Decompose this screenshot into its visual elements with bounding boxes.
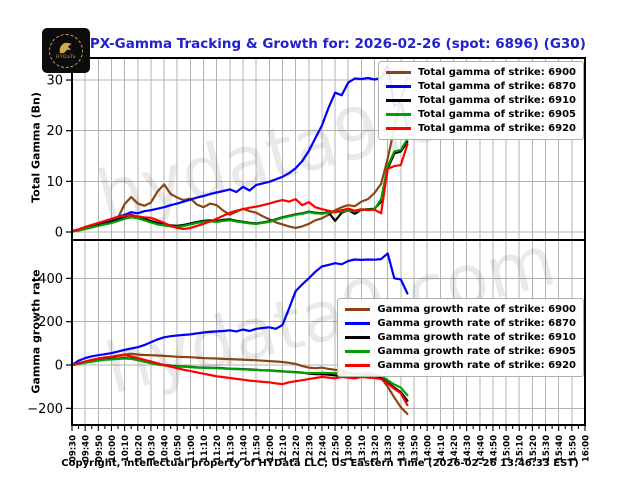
x-tick-label: 13:10 bbox=[358, 435, 368, 462]
y-tick-label: 400 bbox=[38, 272, 63, 287]
y-tick-label: 0 bbox=[55, 358, 63, 373]
legend-label: Total gamma of strike: 6905 bbox=[417, 109, 576, 120]
x-tick-label: 15:00 bbox=[503, 435, 513, 462]
x-tick-label: 11:30 bbox=[226, 435, 236, 462]
series-line-6920 bbox=[71, 143, 409, 233]
y-tick-label: 10 bbox=[46, 175, 63, 190]
x-tick-label: 14:10 bbox=[437, 435, 447, 462]
legend-item: Gamma growth rate of strike: 6905 bbox=[345, 346, 576, 357]
x-tick-label: 10:50 bbox=[174, 435, 184, 462]
series-line-6905 bbox=[71, 137, 409, 233]
x-tick-label: 10:40 bbox=[161, 435, 171, 462]
legend-item: Total gamma of strike: 6870 bbox=[385, 81, 576, 92]
legend-item: Gamma growth rate of strike: 6870 bbox=[345, 318, 576, 329]
y-tick-label: 30 bbox=[46, 74, 63, 89]
legend-swatch bbox=[345, 364, 371, 367]
x-tick-label: 13:50 bbox=[411, 435, 421, 462]
x-tick-label: 10:00 bbox=[108, 435, 118, 462]
x-tick-label: 15:50 bbox=[568, 435, 578, 462]
legend-item: Total gamma of strike: 6920 bbox=[385, 123, 576, 134]
x-tick-label: 11:10 bbox=[200, 435, 210, 462]
x-tick-label: 13:30 bbox=[384, 435, 394, 462]
x-tick-label: 12:30 bbox=[305, 435, 315, 462]
x-tick-label: 10:30 bbox=[147, 435, 157, 462]
x-tick-label: 11:50 bbox=[253, 435, 263, 462]
legend-item: Total gamma of strike: 6910 bbox=[385, 95, 576, 106]
x-tick-label: 09:50 bbox=[95, 435, 105, 462]
legend-item: Total gamma of strike: 6900 bbox=[385, 67, 576, 78]
legend-label: Gamma growth rate of strike: 6900 bbox=[377, 304, 576, 315]
x-tick-label: 14:00 bbox=[424, 435, 434, 462]
x-tick-label: 09:40 bbox=[82, 435, 92, 462]
legend-swatch bbox=[345, 350, 371, 353]
series-line-6920 bbox=[71, 354, 409, 407]
legend-label: Total gamma of strike: 6910 bbox=[417, 95, 576, 106]
x-tick-label: 13:20 bbox=[371, 435, 381, 462]
falcon-logo-icon bbox=[59, 42, 72, 53]
legend-label: Gamma growth rate of strike: 6910 bbox=[377, 332, 576, 343]
x-tick-label: 10:10 bbox=[121, 435, 131, 462]
x-tick-label: 12:20 bbox=[292, 435, 302, 462]
x-tick-label: 15:20 bbox=[529, 435, 539, 462]
legend-swatch bbox=[345, 322, 371, 325]
y-tick-label: 200 bbox=[38, 315, 63, 330]
legend-label: Total gamma of strike: 6920 bbox=[417, 123, 576, 134]
legend-swatch bbox=[385, 99, 411, 102]
legend-label: Gamma growth rate of strike: 6870 bbox=[377, 318, 576, 329]
series-line-6870 bbox=[71, 252, 409, 367]
x-axis: 09:30 09:40 09:50 10:00 10:10 10:20 10:30 10:40… bbox=[69, 425, 592, 462]
legend-total-gamma: Total gamma of strike: 6900 Total gamma o… bbox=[377, 61, 584, 140]
x-tick-label: 10:20 bbox=[134, 435, 144, 462]
x-tick-label: 11:20 bbox=[213, 435, 223, 462]
x-tick-label: 12:50 bbox=[332, 435, 342, 462]
legend-growth-rate: Gamma growth rate of strike: 6900 Gamma g… bbox=[337, 298, 584, 377]
x-tick-label: 12:00 bbox=[266, 435, 276, 462]
x-tick-label: 14:20 bbox=[450, 435, 460, 462]
legend-swatch bbox=[385, 113, 411, 116]
legend-swatch bbox=[345, 336, 371, 339]
x-tick-label: 14:40 bbox=[476, 435, 486, 462]
x-tick-label: 13:00 bbox=[345, 435, 355, 462]
y-tick-label: −200 bbox=[27, 402, 63, 417]
x-tick-label: 11:00 bbox=[187, 435, 197, 462]
x-tick-label: 12:10 bbox=[279, 435, 289, 462]
legend-swatch bbox=[385, 127, 411, 130]
legend-item: Gamma growth rate of strike: 6920 bbox=[345, 360, 576, 371]
copyright-footer: Copyright, intellectual property of HYDa… bbox=[61, 458, 579, 469]
legend-label: Total gamma of strike: 6900 bbox=[417, 67, 576, 78]
legend-swatch bbox=[385, 71, 411, 74]
x-tick-label: 11:40 bbox=[240, 435, 250, 462]
y-tick-label: 20 bbox=[46, 124, 63, 139]
x-tick-label: 16:00 bbox=[582, 435, 592, 462]
legend-item: Gamma growth rate of strike: 6910 bbox=[345, 332, 576, 343]
x-tick-label: 13:40 bbox=[397, 435, 407, 462]
x-tick-label: 15:40 bbox=[555, 435, 565, 462]
x-tick-label: 14:30 bbox=[463, 435, 473, 462]
x-tick-label: 14:50 bbox=[489, 435, 499, 462]
x-tick-label: 15:10 bbox=[516, 435, 526, 462]
legend-swatch bbox=[385, 85, 411, 88]
legend-label: Gamma growth rate of strike: 6920 bbox=[377, 360, 576, 371]
legend-swatch bbox=[345, 308, 371, 311]
series-line-6870 bbox=[71, 64, 409, 233]
logo-ring: HYDaTa bbox=[49, 33, 83, 68]
logo-text: HYDaTa bbox=[55, 54, 77, 60]
legend-label: Gamma growth rate of strike: 6905 bbox=[377, 346, 576, 357]
hydata-logo: HYDaTa bbox=[42, 28, 90, 73]
x-tick-label: 15:30 bbox=[542, 435, 552, 462]
legend-label: Total gamma of strike: 6870 bbox=[417, 81, 576, 92]
chart-title: SPX-Gamma Tracking & Growth for: 2026-02… bbox=[80, 36, 586, 52]
x-tick-label: 12:40 bbox=[318, 435, 328, 462]
legend-item: Total gamma of strike: 6905 bbox=[385, 109, 576, 120]
legend-item: Gamma growth rate of strike: 6900 bbox=[345, 304, 576, 315]
x-tick-label: 09:30 bbox=[69, 435, 79, 462]
y-tick-label: 0 bbox=[55, 225, 63, 240]
